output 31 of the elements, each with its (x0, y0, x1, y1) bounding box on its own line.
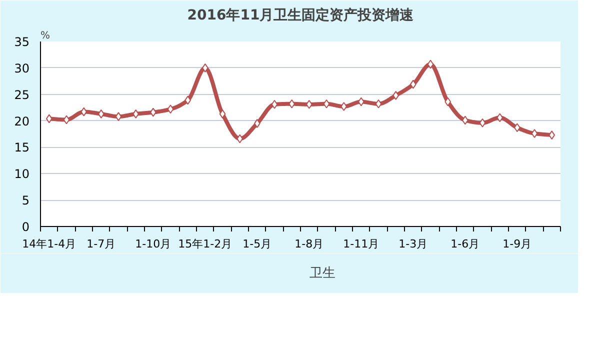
y-tick-label: 35 (14, 35, 30, 49)
point (479, 118, 486, 128)
x-tick-label: 14年1-4月 (22, 238, 76, 250)
x-tick-label: 1-6月 (450, 238, 480, 250)
point (375, 99, 382, 108)
text: 卫生 (310, 265, 336, 282)
y-tick-label: 0 (22, 220, 30, 234)
point (167, 104, 174, 114)
x-tick-label: 1-7月 (86, 238, 116, 250)
x-tick-label: 1-3月 (398, 238, 428, 250)
chart-title: 2016年11月卫生固定资产投资增速 (187, 6, 415, 24)
y-tick-label: 15 (14, 140, 30, 155)
point (219, 109, 226, 118)
x-tick-label: 1-11月 (343, 238, 380, 250)
point (271, 100, 278, 109)
x-tick-label: 1-8月 (294, 238, 324, 250)
point (531, 128, 538, 138)
point (63, 115, 70, 124)
x-tick-label: 1-5月 (242, 238, 272, 250)
y-tick-label: 10 (14, 167, 30, 182)
y-tick-label: 25 (14, 88, 30, 102)
point (115, 112, 122, 122)
point (323, 99, 330, 108)
y-tick-label: 20 (14, 114, 30, 128)
y-tick-label: 30 (14, 61, 30, 76)
y-tick-label: 5 (22, 194, 30, 208)
x-tick-label: 1-10月 (135, 238, 172, 250)
point (427, 60, 434, 69)
x-tick-label: 15年1-2月 (178, 238, 232, 250)
x-tick-label: 1-9月 (502, 238, 532, 250)
y-axis-title: % (40, 30, 50, 42)
